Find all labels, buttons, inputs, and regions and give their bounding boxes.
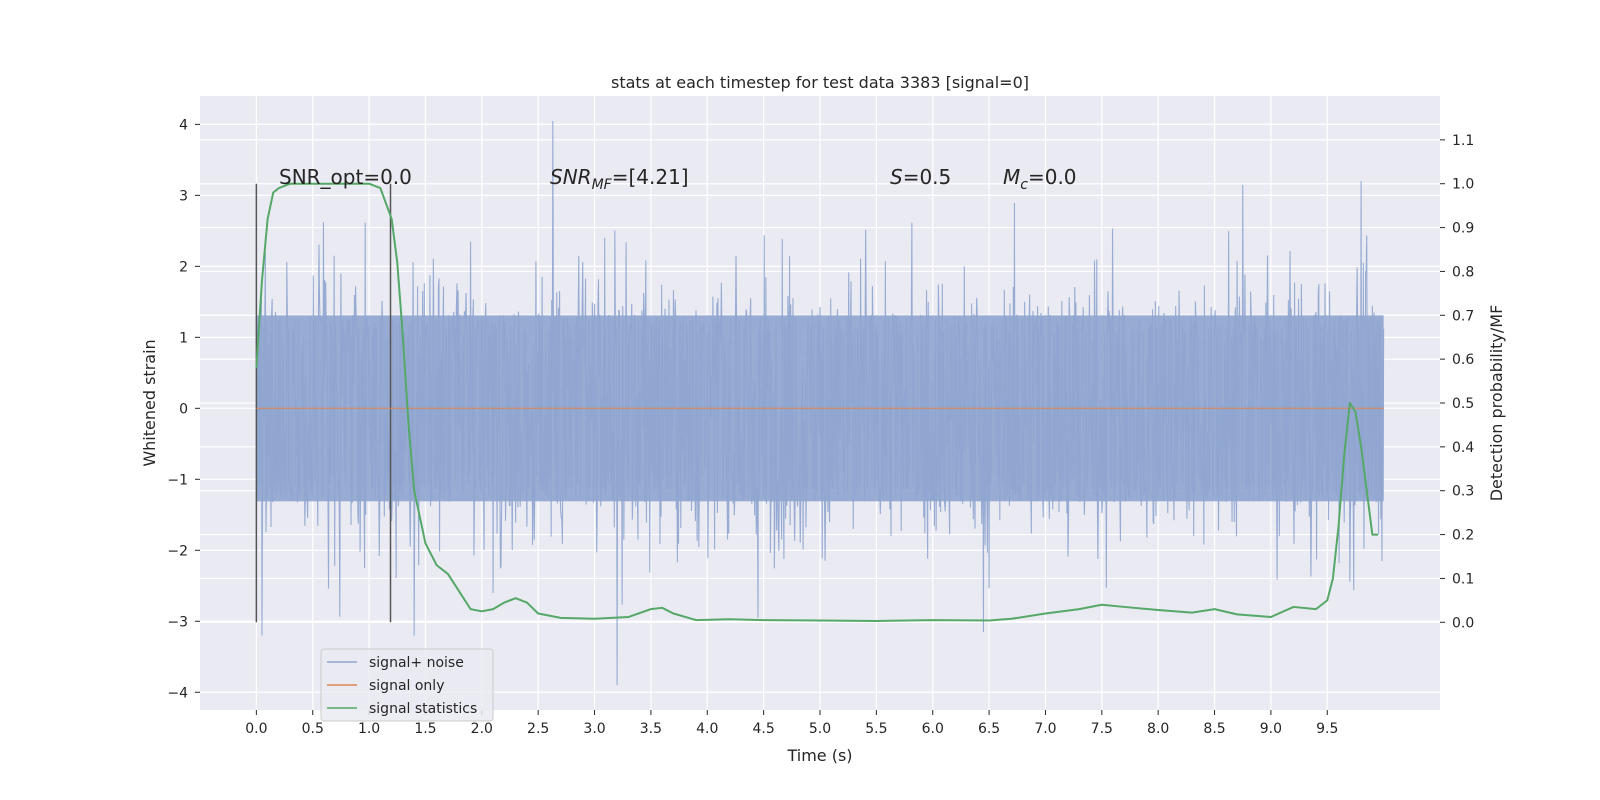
series-signal-noise [255, 120, 1385, 686]
y2-tick-label: 0.2 [1452, 528, 1474, 544]
x-tick-label: 2.5 [527, 721, 549, 737]
series-lines [255, 182, 1384, 622]
x-tick-label: 1.0 [358, 721, 380, 737]
snr-opt-annotation: SNR_opt=0.0 [279, 165, 412, 189]
x-tick-label: 5.5 [865, 721, 887, 737]
x-tick-label: 8.5 [1203, 721, 1225, 737]
s-rest: =0.5 [903, 165, 952, 189]
series-signal-statistics [255, 182, 1378, 622]
s-var: S [890, 165, 903, 189]
y2-tick-label: 0.5 [1452, 396, 1474, 412]
x-tick-label: 8.0 [1147, 721, 1169, 737]
y2-tick-label: 0.3 [1452, 484, 1474, 500]
y-tick-label: 4 [179, 117, 188, 133]
mc-var: M [1003, 165, 1020, 189]
y2-tick-label: 0.4 [1452, 440, 1474, 456]
x-tick-label: 9.0 [1260, 721, 1282, 737]
x-tick-label: 0.5 [302, 721, 324, 737]
x-tick-label: 7.0 [1034, 721, 1056, 737]
y2-tick-label: 0.0 [1452, 615, 1474, 631]
snr-mf-prefix: SNR [550, 165, 592, 189]
x-tick-label: 1.5 [414, 721, 436, 737]
legend-label-signal-noise: signal+ noise [369, 655, 464, 671]
snr-mf-rest: =[4.21] [612, 165, 689, 189]
y-tick-label: 2 [179, 259, 188, 275]
y-tick-label: −4 [167, 685, 188, 701]
y2-tick-label: 0.7 [1452, 308, 1474, 324]
x-tick-label: 5.0 [809, 721, 831, 737]
y-tick-label: 1 [179, 330, 188, 346]
y2-tick-label: 0.9 [1452, 221, 1474, 237]
y2-tick-label: 0.6 [1452, 352, 1474, 368]
y2-tick-label: 0.1 [1452, 571, 1474, 587]
x-tick-label: 3.5 [640, 721, 662, 737]
x-tick-label: 3.0 [583, 721, 605, 737]
legend-box [320, 648, 494, 722]
x-tick-label: 0.0 [245, 721, 267, 737]
legend-label-signal-statistics: signal statistics [369, 701, 477, 717]
s-annotation: S=0.5 [890, 165, 951, 189]
x-tick-label: 7.5 [1091, 721, 1113, 737]
x-tick-label: 4.5 [753, 721, 775, 737]
y2-tick-label: 0.8 [1452, 264, 1474, 280]
x-tick-label: 9.5 [1316, 721, 1338, 737]
y-tick-label: −3 [167, 614, 188, 630]
mc-sub: c [1020, 177, 1028, 193]
y2-tick-label: 1.0 [1452, 177, 1474, 193]
x-tick-label: 6.5 [978, 721, 1000, 737]
y-tick-label: −2 [167, 543, 188, 559]
x-tick-label: 6.0 [922, 721, 944, 737]
vertical-markers [255, 183, 392, 623]
y-tick-label: −1 [167, 472, 188, 488]
tick-labels: 0.0 0.5 1.0 1.5 2.0 2.5 3.0 3.5 4.0 4.5 5.0 5.5 6.0 6… [167, 117, 1474, 737]
mc-annotation: Mc=0.0 [1003, 165, 1077, 193]
y-axis-label: Whitened strain [140, 339, 159, 466]
legend-label-signal-only: signal only [369, 678, 444, 694]
y2-tick-label: 1.1 [1452, 133, 1474, 149]
chart-title: stats at each timestep for test data 338… [611, 73, 1029, 92]
x-tick-label: 4.0 [696, 721, 718, 737]
snr-mf-sub: MF [592, 177, 613, 193]
y2-axis-label: Detection probability/MF [1487, 305, 1506, 502]
x-tick-label: 2.0 [471, 721, 493, 737]
mc-rest: =0.0 [1028, 165, 1077, 189]
x-axis-label: Time (s) [786, 746, 852, 765]
snr-mf-annotation: SNRMF=[4.21] [550, 165, 689, 193]
legend: signal+ noise signal only signal statist… [320, 648, 494, 722]
y-tick-label: 0 [179, 401, 188, 417]
y-tick-label: 3 [179, 188, 188, 204]
